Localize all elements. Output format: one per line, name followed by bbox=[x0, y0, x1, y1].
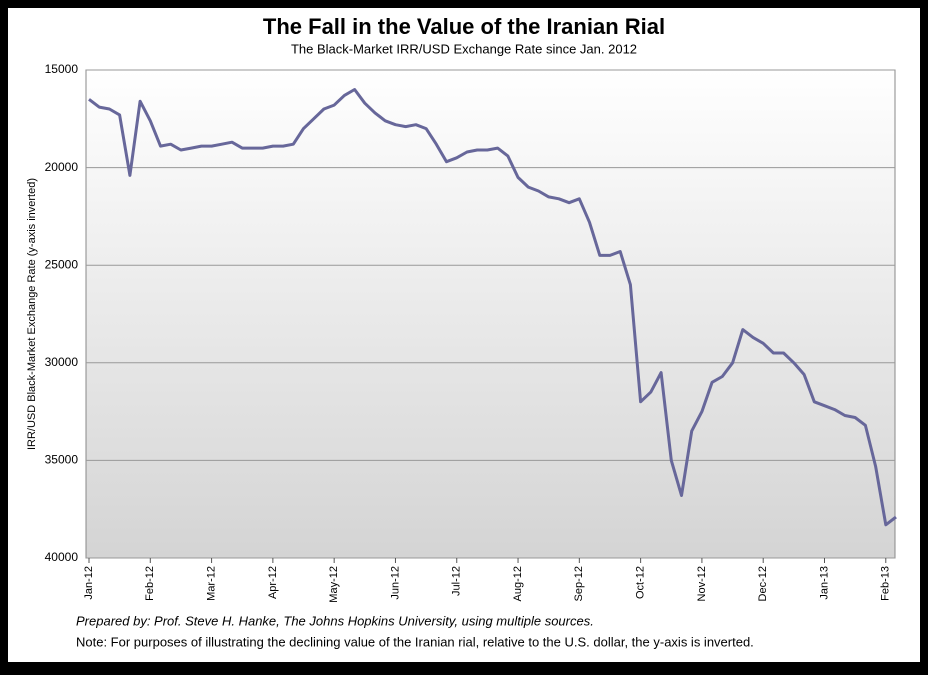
y-tick-label: 25000 bbox=[45, 257, 79, 271]
x-tick-label: Jan-12 bbox=[83, 566, 95, 600]
y-axis-label: IRR/USD Black-Market Exchange Rate (y-ax… bbox=[26, 178, 38, 450]
chart-title: The Fall in the Value of the Iranian Ria… bbox=[263, 14, 665, 39]
x-tick-label: May-12 bbox=[328, 566, 340, 603]
x-tick-label: Apr-12 bbox=[267, 566, 279, 599]
y-tick-label: 20000 bbox=[45, 160, 79, 174]
annotation: Note: For purposes of illustrating the d… bbox=[76, 634, 754, 649]
y-tick-label: 35000 bbox=[45, 453, 79, 467]
chart-subtitle: The Black-Market IRR/USD Exchange Rate s… bbox=[291, 41, 637, 56]
y-tick-label: 30000 bbox=[45, 355, 79, 369]
x-tick-label: Sep-12 bbox=[573, 566, 585, 601]
x-tick-label: Jan-13 bbox=[818, 566, 830, 600]
x-tick-label: Feb-12 bbox=[144, 566, 156, 601]
x-tick-label: Nov-12 bbox=[696, 566, 708, 601]
x-tick-label: Feb-13 bbox=[880, 566, 892, 601]
y-tick-label: 15000 bbox=[45, 62, 79, 76]
annotation: Prepared by: Prof. Steve H. Hanke, The J… bbox=[76, 613, 594, 628]
x-tick-label: Aug-12 bbox=[512, 566, 524, 601]
data-line bbox=[88, 88, 897, 527]
plot-area bbox=[85, 69, 896, 559]
x-tick-label: Oct-12 bbox=[635, 566, 647, 599]
x-tick-label: Jul-12 bbox=[451, 566, 463, 596]
x-tick-label: Dec-12 bbox=[757, 566, 769, 601]
x-tick-label: Jun-12 bbox=[389, 566, 401, 600]
y-tick-label: 40000 bbox=[45, 550, 79, 564]
x-tick-label: Mar-12 bbox=[205, 566, 217, 601]
